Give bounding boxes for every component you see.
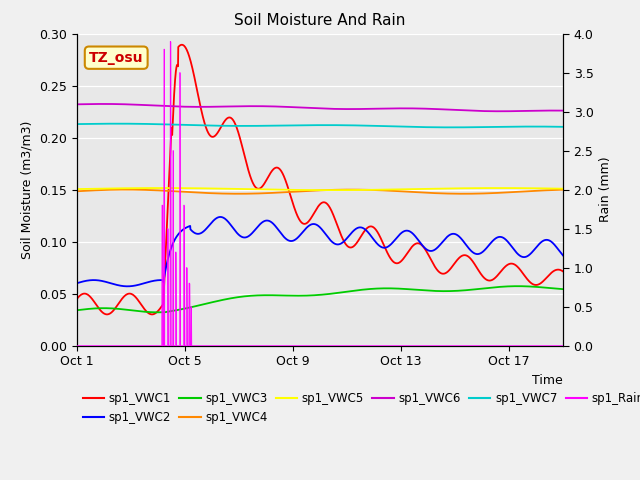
Y-axis label: Soil Moisture (m3/m3): Soil Moisture (m3/m3) bbox=[20, 120, 33, 259]
Y-axis label: Rain (mm): Rain (mm) bbox=[599, 157, 612, 222]
X-axis label: Time: Time bbox=[532, 374, 563, 387]
Text: TZ_osu: TZ_osu bbox=[89, 51, 143, 65]
Legend: sp1_VWC1, sp1_VWC2, sp1_VWC3, sp1_VWC4, sp1_VWC5, sp1_VWC6, sp1_VWC7, sp1_Rain: sp1_VWC1, sp1_VWC2, sp1_VWC3, sp1_VWC4, … bbox=[83, 392, 640, 424]
Title: Soil Moisture And Rain: Soil Moisture And Rain bbox=[234, 13, 406, 28]
